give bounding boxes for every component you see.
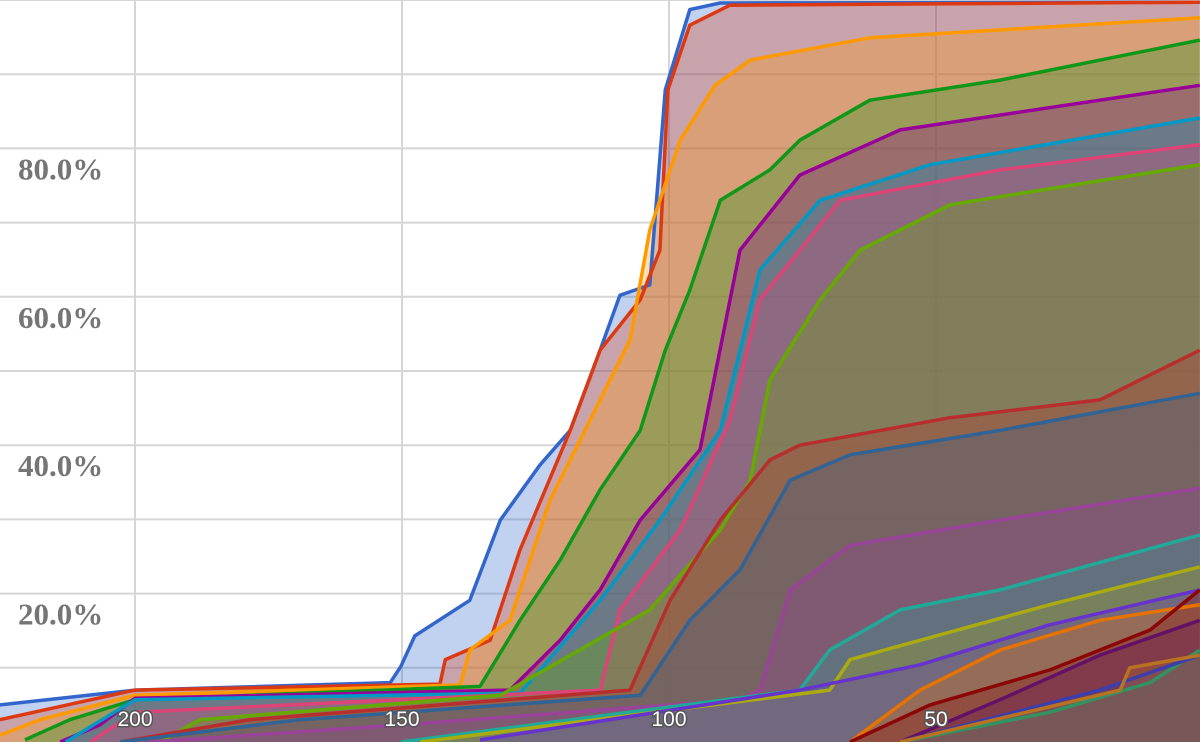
x-tick-label: 150 [384,708,419,731]
series-area-13 [480,589,1200,742]
series-area-4 [60,85,1200,742]
series-line-19 [899,653,1200,742]
series-line-1 [0,0,1200,722]
series-area-10 [150,488,1200,742]
series-area-5 [65,118,1200,742]
series-line-2 [0,16,1200,737]
series-area-8 [120,350,1200,742]
series-line-15 [849,588,1200,742]
series-line-5 [64,116,1200,742]
y-axis-labels: 20.0% 40.0% 60.0% 80.0% [18,151,103,631]
series-line-13 [479,588,1200,742]
series-area-9 [120,393,1200,742]
series-area-6 [90,144,1200,742]
series-area-7 [160,164,1200,742]
series-line-16 [899,618,1200,742]
series-area-3 [25,40,1200,742]
series-area-14 [850,604,1200,742]
series-line-17 [899,648,1200,742]
x-axis-labels: 200 150 100 50 [116,707,949,733]
series-line-7 [159,162,1200,742]
series-area-18 [900,655,1200,742]
series-area-19 [900,655,1200,742]
x-tick-label: 50 [924,708,947,731]
series-line-12 [419,565,1200,742]
series-line-6 [89,142,1200,742]
series-area-11 [400,535,1200,742]
series-area-17 [900,650,1200,742]
y-tick-label: 80.0% [18,151,103,186]
series-line-10 [149,486,1200,742]
series-area-2 [0,17,1200,742]
series-line-9 [119,391,1200,742]
y-tick-label: 40.0% [18,448,103,483]
x-tick-label: 200 [117,708,152,731]
y-tick-label: 60.0% [18,300,103,335]
series-line-8 [119,348,1200,742]
x-tick-label: 100 [651,708,686,731]
y-tick-label: 20.0% [18,597,103,632]
series-line-0 [0,0,1200,707]
series-line-14 [848,602,1200,742]
